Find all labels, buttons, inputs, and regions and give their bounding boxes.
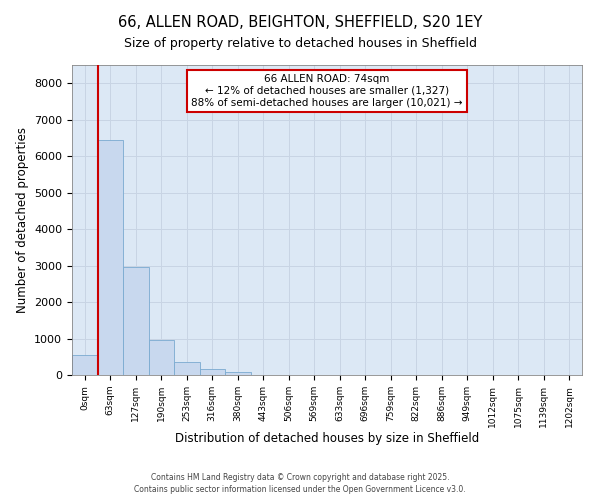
Text: 66, ALLEN ROAD, BEIGHTON, SHEFFIELD, S20 1EY: 66, ALLEN ROAD, BEIGHTON, SHEFFIELD, S20… [118, 15, 482, 30]
Text: Contains HM Land Registry data © Crown copyright and database right 2025.
Contai: Contains HM Land Registry data © Crown c… [134, 472, 466, 494]
Text: Size of property relative to detached houses in Sheffield: Size of property relative to detached ho… [124, 38, 476, 51]
Bar [72, 355, 97, 375]
Text: 66 ALLEN ROAD: 74sqm
← 12% of detached houses are smaller (1,327)
88% of semi-de: 66 ALLEN ROAD: 74sqm ← 12% of detached h… [191, 74, 463, 108]
Y-axis label: Number of detached properties: Number of detached properties [16, 127, 29, 313]
Bar [97, 140, 123, 375]
Bar [225, 372, 251, 375]
Bar [123, 268, 149, 375]
Bar [174, 362, 199, 375]
Bar [199, 369, 225, 375]
Bar [149, 340, 174, 375]
X-axis label: Distribution of detached houses by size in Sheffield: Distribution of detached houses by size … [175, 432, 479, 446]
